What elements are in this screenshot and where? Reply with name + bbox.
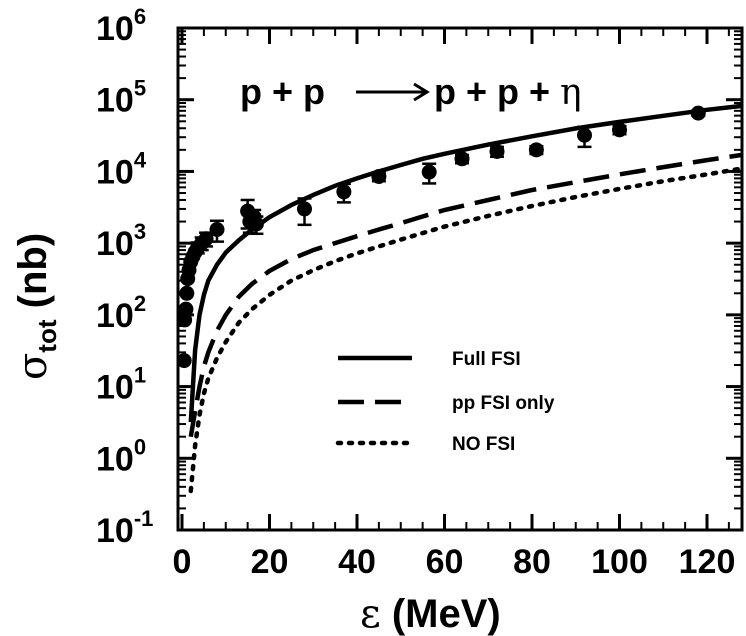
data-point [489,143,505,159]
data-point [371,168,387,184]
y-tick-power: 1 [134,363,146,388]
reaction-arrow-head [413,82,430,102]
y-axis-title: σtot (nb) [10,233,62,380]
data-point [612,122,627,138]
y-tick-base: 10 [96,225,134,263]
y-tick-power: 5 [134,76,146,101]
x-axis-symbol: ε [360,591,381,636]
data-point [421,164,437,180]
data-point [690,105,706,121]
x-tick-label: 100 [591,543,648,581]
theory-curves [188,103,745,494]
y-tick-power: 3 [134,219,146,244]
y-tick-base: 10 [96,440,134,478]
reaction-particle: η [560,72,582,113]
data-point [528,142,544,158]
y-tick-label: 105 [96,76,146,120]
x-tick-label: 60 [426,543,464,581]
reaction-annotation: p + p p + p + η [240,71,582,113]
y-tick-power: -1 [134,506,154,531]
curve-no-fsi [188,166,745,494]
plot-frame [176,26,744,532]
y-axis-subscript: tot [32,319,62,353]
data-point [577,127,592,143]
data-points [176,105,706,369]
y-axis-unit: (nb) [11,233,55,320]
svg-text:p + p + η: p + p + η [434,71,582,113]
data-point [176,353,192,369]
minor-ticks [178,28,742,530]
y-tick-label: 100 [96,434,146,478]
legend-label: pp FSI only [452,393,555,414]
y-axis-symbol: σ [10,353,56,380]
x-axis-unit: (MeV) [381,592,501,636]
y-tick-label: 106 [96,4,146,48]
y-tick-label: 101 [96,363,146,407]
y-tick-power: 2 [134,291,146,316]
x-tick-labels: 0 20 40 60 80 100 120 [173,543,736,581]
legend-label: NO FSI [452,434,515,455]
y-tick-base: 10 [96,297,134,335]
y-tick-power: 0 [134,434,146,459]
y-tick-label: 10-1 [96,506,153,550]
x-axis-title: ε (MeV) [360,591,501,636]
y-tick-power: 6 [134,4,146,29]
x-tick-label: 120 [679,543,736,581]
y-tick-label: 102 [96,291,146,335]
y-tick-base: 10 [96,512,134,550]
y-tick-base: 10 [96,10,134,48]
legend-label: Full FSI [452,349,521,370]
y-tick-base: 10 [96,82,134,120]
data-point [198,231,214,247]
reaction-lhs: p + p [240,71,325,112]
x-tick-label: 40 [338,543,376,581]
data-point [248,216,264,232]
y-tick-power: 4 [134,147,147,172]
curve-full-fsi [188,103,743,423]
x-tick-label: 20 [251,543,289,581]
curve-pp-fsi-only [188,152,743,438]
y-tick-label: 104 [96,147,147,191]
y-tick-base: 10 [96,153,134,191]
data-point [336,184,352,200]
legend: Full FSI pp FSI only NO FSI [335,349,555,455]
data-point [179,285,195,301]
y-tick-base: 10 [96,369,134,407]
data-point [209,221,225,237]
data-point [297,201,312,217]
data-point [178,301,194,317]
y-tick-label: 103 [96,219,146,263]
data-point [454,151,470,167]
reaction-rhs: p + p + [434,71,560,112]
x-tick-label: 0 [173,543,192,581]
x-tick-label: 80 [513,543,551,581]
